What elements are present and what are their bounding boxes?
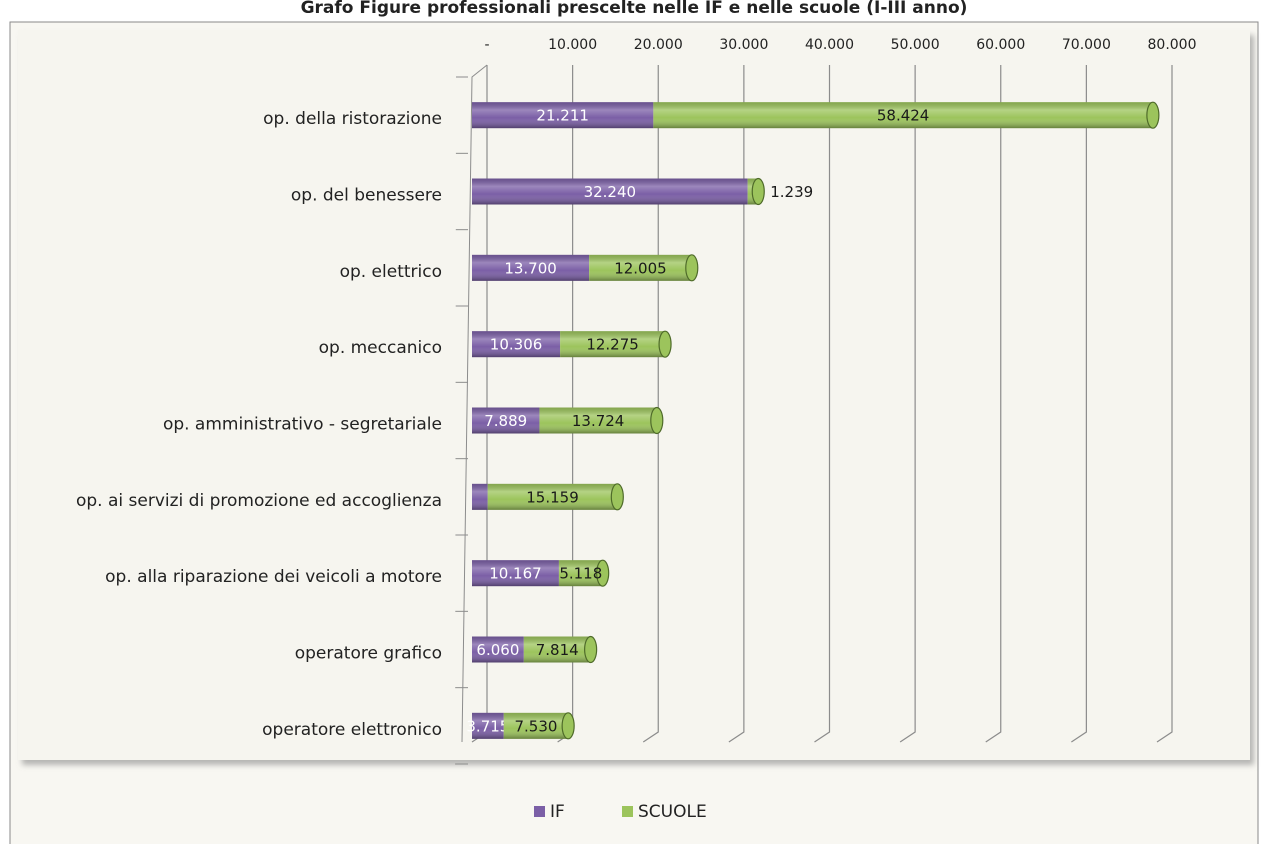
data-label: 21.211 (536, 107, 589, 125)
grid-line (1156, 65, 1173, 743)
grid-line (814, 65, 831, 743)
legend-label: SCUOLE (638, 802, 707, 822)
bar-shading (472, 636, 524, 663)
legend-swatch (622, 806, 633, 817)
bar-shading (472, 483, 488, 510)
grid-line (642, 65, 659, 743)
data-label: 15.159 (526, 488, 579, 506)
grid-line (1071, 65, 1087, 743)
category-label: op. del benessere (291, 186, 442, 206)
data-label: 1.239 (770, 183, 813, 201)
x-tick-label: 10.000 (548, 37, 597, 53)
bar-shading (472, 331, 561, 358)
bar-end-cap (650, 406, 664, 435)
data-label: 13.700 (504, 259, 557, 277)
x-tick-label: 40.000 (805, 37, 854, 53)
x-tick-label: 30.000 (719, 37, 768, 53)
bar-end-cap (610, 483, 624, 511)
bar-end-cap (1146, 101, 1160, 129)
data-label: 5.118 (559, 565, 602, 583)
bar-end-cap (658, 330, 672, 358)
bar-shading (589, 254, 692, 281)
x-tick-label: 20.000 (634, 37, 683, 53)
grid-line (899, 65, 916, 743)
bar-shading (472, 178, 748, 205)
bar-end-cap (596, 559, 610, 587)
chart-title: Grafo Figure professionali prescelte nel… (301, 0, 968, 18)
x-tick-label: 70.000 (1062, 37, 1111, 53)
bar-shading (503, 712, 569, 739)
data-label: 7.889 (484, 412, 527, 430)
x-tick-label: - (484, 37, 489, 53)
bar-shading (472, 712, 504, 739)
bar-shading (560, 331, 666, 358)
data-label: 10.306 (490, 336, 543, 354)
data-label: 6.060 (476, 641, 519, 659)
bar-shading (523, 636, 591, 663)
data-label: 32.240 (584, 183, 637, 201)
bar-shading (472, 560, 559, 587)
category-label: operatore elettronico (262, 720, 442, 740)
data-label: 12.005 (614, 259, 667, 277)
data-label: 10.167 (489, 565, 542, 583)
data-label: 7.530 (514, 717, 557, 735)
category-label: op. elettrico (340, 262, 442, 282)
bar-end-cap (685, 254, 699, 282)
bar-shading (472, 254, 590, 281)
data-label: 58.424 (877, 107, 930, 125)
bar-end-cap (561, 712, 575, 740)
bar-shading (487, 483, 618, 510)
category-label: op. amministrativo - segretariale (163, 415, 442, 435)
category-label: op. ai servizi di promozione ed accoglie… (76, 491, 442, 511)
data-label: 12.275 (586, 336, 639, 354)
grid-line (728, 65, 745, 743)
bar-shading (472, 102, 654, 129)
grid-line (985, 65, 1002, 743)
bar-shading (539, 407, 657, 434)
x-tick-label: 50.000 (891, 37, 940, 53)
bar-end-cap (584, 635, 598, 664)
data-label: 13.724 (572, 412, 625, 430)
category-label: operatore grafico (295, 644, 442, 664)
data-label: 3.715 (466, 717, 509, 735)
bar-shading (653, 102, 1153, 129)
legend-swatch (534, 806, 545, 817)
category-label: op. alla riparazione dei veicoli a motor… (105, 567, 442, 587)
legend-label: IF (550, 802, 565, 822)
y-axis (461, 64, 488, 743)
category-label: op. meccanico (319, 338, 442, 358)
x-tick-label: 60.000 (976, 37, 1025, 53)
data-label: 7.814 (536, 641, 579, 659)
bar-end-cap (751, 177, 765, 206)
bar-shading (472, 407, 540, 434)
category-label: op. della ristorazione (263, 109, 442, 129)
bar-shading (558, 560, 603, 587)
plot-panel (18, 30, 1250, 760)
x-tick-label: 80.000 (1148, 37, 1197, 53)
